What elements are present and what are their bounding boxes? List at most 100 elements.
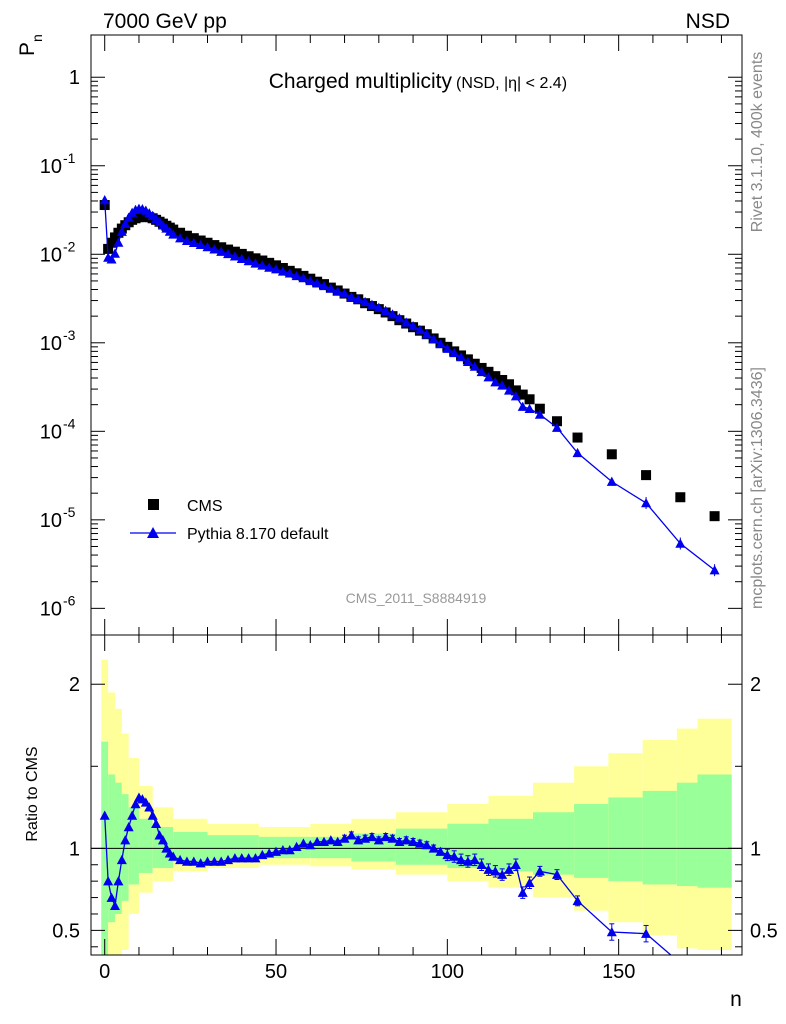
ratio-y-tick-label-right: 0.5 [750,920,778,942]
ratio-data-point [373,835,384,845]
ratio-data-point [510,859,521,869]
ratio-band-inner [488,818,533,872]
pythia-data-point [113,237,124,247]
side-label-rivet: Rivet 3.1.10, 400k events [749,52,766,233]
pythia-data-point [353,294,364,304]
ratio-data-point [401,835,412,845]
ratio-y-label: Ratio to CMS [24,746,41,841]
ratio-data-point [476,859,487,869]
ratio-band-inner [532,812,575,875]
pythia-data-point [123,212,134,222]
cms-data-point [175,227,186,238]
ratio-data-point [524,877,535,888]
pythia-data-point [346,291,357,302]
ratio-data-point [305,840,316,850]
main-y-tick-exponent: -1 [63,150,76,166]
pythia-data-point [277,266,288,276]
main-y-ticks: 10 -610 -510 -410 -310 -210 -11 [40,67,742,620]
pythia-data-point [572,447,583,458]
pythia-data-point [250,258,261,268]
ratio-data-point [113,876,124,886]
cms-data-point [483,366,494,377]
pythia-data-point [483,372,494,382]
watermark: CMS_2011_S8884919 [346,590,487,606]
ratio-data-point [606,927,617,937]
ratio-data-point [243,853,254,863]
ratio-band-inner [173,831,208,862]
main-y-tick-exponent: -5 [63,504,76,520]
pythia-data-point [257,260,268,270]
ratio-data-point [675,958,685,967]
cms-data-point [524,394,535,405]
ratio-band-inner [574,804,609,878]
pythia-data-point [181,235,192,246]
pythia-data-point [325,283,336,293]
ratio-band-inner [138,818,153,873]
ratio-data-point [428,843,439,853]
ratio-data-point [435,846,446,856]
pythia-data-point [318,280,329,291]
pythia-data-point [243,255,254,266]
pythia-data-point [534,409,545,419]
ratio-data-point [504,864,515,874]
pythia-data-point [709,565,720,575]
ratio-data-point [116,854,127,865]
cms-data-point [497,374,508,385]
header-process: NSD [686,10,730,33]
ratio-data-point [312,836,323,847]
main-subtitle: (NSD, |η| < 2.4) [456,75,567,92]
x-tick-label: 100 [431,961,464,983]
pythia-data-point [387,309,398,319]
pythia-data-point [442,343,453,353]
pythia-data-point [373,302,384,312]
x-tick-label: 50 [265,961,287,983]
ratio-data-point [127,810,138,820]
cms-data-point [490,371,501,382]
main-y-tick-label: 10 [40,244,62,266]
pythia-data-point [305,275,316,286]
ratio-y-ticks: 0.5 0.5 1 1 2 2 [52,674,778,948]
cms-data-point [106,237,117,248]
main-y-tick-exponent: -4 [63,415,76,431]
ratio-data-point [291,841,302,851]
main-y-tick-exponent: -3 [63,327,76,343]
ratio-data-point [517,887,528,897]
ratio-data-point [325,835,336,845]
ratio-data-point [339,833,350,843]
ratio-data-point [380,831,391,842]
cms-data-point [709,511,720,522]
pythia-data-point [332,286,343,296]
pythia-data-point [456,352,467,362]
cms-data-point [510,385,521,396]
pythia-data-point [380,305,391,316]
ratio-y-tick-label: 0.5 [52,920,80,942]
legend: CMS Pythia 8.170 default [130,498,329,543]
pythia-data-point [510,391,521,401]
x-tick-label: 150 [602,961,635,983]
ratio-data-point [641,928,652,938]
ratio-plot-area [99,792,685,967]
pythia-data-point [216,246,227,256]
pythia-data-point [469,361,480,371]
pythia-data-point [421,329,432,339]
cms-data-point [641,470,652,481]
pythia-data-point [291,270,302,281]
main-y-tick-label: 1 [69,67,80,89]
side-label-mcplots: mcplots.cern.ch [arXiv:1306.3436] [749,367,766,609]
pythia-data-point [120,218,131,228]
main-y-tick-label: 10 [40,510,62,532]
pythia-data-point [428,334,439,344]
ratio-data-point [144,802,155,812]
pythia-data-point [284,268,295,278]
ratio-data-point [414,838,425,848]
pythia-data-point [175,233,186,243]
main-y-label-text: P [16,42,39,56]
pythia-data-point [462,356,473,367]
pythia-data-point [223,248,234,259]
ratio-data-point [366,831,377,842]
pythia-data-point [209,244,220,254]
pythia-data-point [606,476,617,486]
pythia-data-point [551,422,562,432]
ratio-data-point [147,810,158,820]
